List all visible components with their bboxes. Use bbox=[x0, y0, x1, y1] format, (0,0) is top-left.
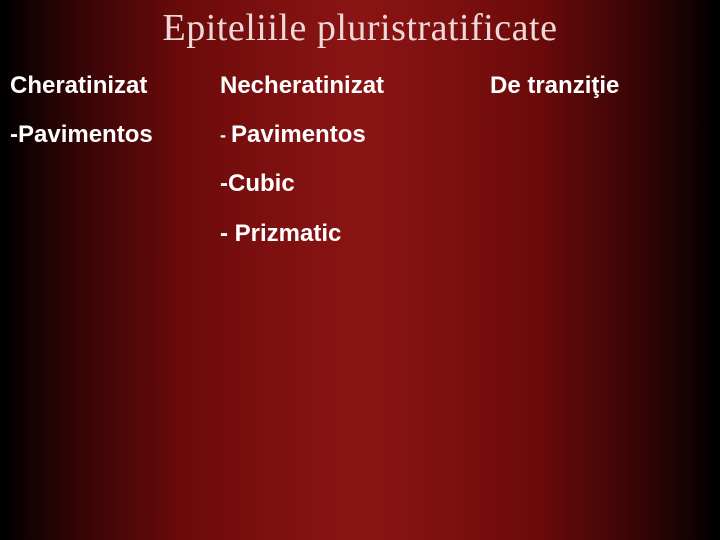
column-necheratinizat: Necheratinizat - Pavimentos -Cubic - Pri… bbox=[220, 70, 490, 267]
col2-heading: Necheratinizat bbox=[220, 70, 490, 101]
col2-item-2: - Prizmatic bbox=[220, 218, 490, 249]
column-de-tranzitie: De tranziţie bbox=[490, 70, 700, 267]
col1-heading: Cheratinizat bbox=[10, 70, 220, 101]
col1-item-0: -Pavimentos bbox=[10, 119, 220, 150]
slide-title: Epiteliile pluristratificate bbox=[0, 6, 720, 50]
dash-icon: - bbox=[220, 125, 231, 145]
column-cheratinizat: Cheratinizat -Pavimentos bbox=[10, 70, 220, 267]
slide: Epiteliile pluristratificate Cheratiniza… bbox=[0, 0, 720, 540]
col2-item-1: -Cubic bbox=[220, 168, 490, 199]
col3-heading: De tranziţie bbox=[490, 70, 700, 101]
col2-item-0-text: Pavimentos bbox=[231, 121, 366, 148]
columns: Cheratinizat -Pavimentos Necheratinizat … bbox=[10, 70, 710, 267]
col2-item-0: - Pavimentos bbox=[220, 119, 490, 150]
